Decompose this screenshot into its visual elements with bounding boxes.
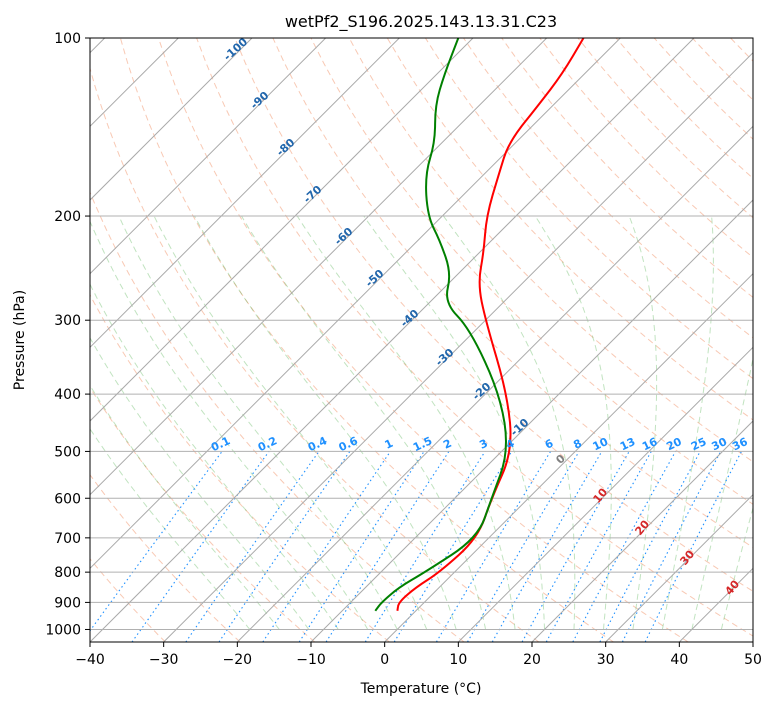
isotherm-line [90, 38, 400, 349]
temperature-profile-line [396, 38, 585, 611]
dewpoint-profile-line [374, 38, 507, 612]
mixing-ratio-label: 25 [689, 435, 708, 453]
isotherm-line [531, 420, 753, 642]
isotherm-line [90, 38, 474, 422]
y-tick-label: 300 [54, 313, 81, 329]
x-tick-label: −20 [223, 652, 253, 668]
x-tick-label: −40 [75, 652, 105, 668]
x-tick-label: 50 [744, 652, 762, 668]
mixing-ratio-line [467, 451, 580, 642]
mixing-ratio-line [435, 451, 552, 642]
dry-adiabat-line [310, 38, 753, 505]
moist-adiabat-line [241, 215, 487, 630]
dry-adiabat-line [119, 38, 614, 642]
isotherm-line [90, 38, 327, 275]
y-tick-label: 600 [54, 491, 81, 507]
dry-adiabat-line [272, 38, 753, 548]
y-tick-label: 700 [54, 531, 81, 547]
isotherm-line [310, 199, 753, 642]
x-tick-label: 30 [597, 652, 615, 668]
isotherm-line [384, 272, 753, 642]
mixing-ratio-line [298, 451, 425, 642]
x-tick-label: 40 [670, 652, 688, 668]
plot-lines [90, 38, 753, 642]
y-tick-label: 200 [54, 209, 81, 225]
x-tick-label: −10 [296, 652, 326, 668]
plot-frame [89, 37, 754, 643]
x-tick-label: 20 [523, 652, 541, 668]
mixing-ratio-line [572, 451, 676, 642]
dry-adiabat-line [158, 38, 689, 642]
x-tick-label: −30 [149, 652, 179, 668]
dry-adiabat-line [386, 38, 753, 421]
isotherm-line [90, 38, 253, 201]
y-tick-label: 900 [54, 595, 81, 611]
moist-adiabat-line [90, 337, 310, 630]
x-axis-label: Temperature (°C) [360, 681, 482, 697]
moist-adiabat-line [118, 215, 398, 630]
mixing-ratio-line [545, 451, 652, 642]
isotherm-line [163, 51, 753, 642]
x-tick-label: 10 [449, 652, 467, 668]
dry-adiabat-line [90, 473, 241, 642]
mixing-ratio-label: 36 [730, 435, 750, 453]
dry-adiabat-line [348, 38, 753, 463]
mixing-ratio-line [364, 451, 486, 642]
x-tick-label: 0 [380, 652, 389, 668]
dry-adiabat-line [501, 38, 753, 299]
chart-title: wetPf2_S196.2025.143.13.31.C23 [285, 12, 557, 32]
dry-adiabat-line [463, 38, 753, 339]
mixing-ratio-line [262, 451, 391, 642]
isotherm-line [236, 125, 753, 642]
mixing-ratio-label: 16 [640, 435, 660, 453]
mixing-ratio-label: 10 [591, 435, 611, 453]
isotherm-line [605, 493, 753, 642]
dry-adiabat-line [234, 38, 753, 592]
y-tick-label: 800 [54, 565, 81, 581]
dry-adiabat-line [424, 38, 753, 380]
dry-adiabat-line [90, 293, 390, 642]
axes: −40 −30 −20 −10 0 10 20 30 40 50 100 200 300 400 500 60… [45, 31, 762, 668]
dry-adiabat-line [90, 66, 540, 642]
mixing-ratio-label: 30 [710, 435, 730, 453]
isotherm-line [90, 38, 695, 642]
isotherm-line [457, 346, 753, 642]
y-tick-label: 500 [54, 444, 81, 460]
mixing-ratio-label: 13 [618, 435, 637, 453]
mixing-ratio-line [325, 451, 450, 642]
y-tick-label: 1000 [45, 622, 81, 638]
mixing-ratio-line [185, 451, 320, 642]
isotherm-line [90, 38, 621, 570]
mixing-ratio-line [218, 451, 351, 642]
dry-adiabat-line [90, 386, 316, 642]
dry-adiabat-line [90, 191, 465, 642]
y-tick-label: 400 [54, 387, 81, 403]
y-axis-label: Pressure (hPa) [12, 290, 28, 390]
y-tick-label: 100 [54, 31, 81, 47]
isotherm-line [90, 38, 548, 496]
mixing-ratio-label: 20 [664, 435, 684, 453]
moist-adiabat-line [90, 283, 339, 630]
